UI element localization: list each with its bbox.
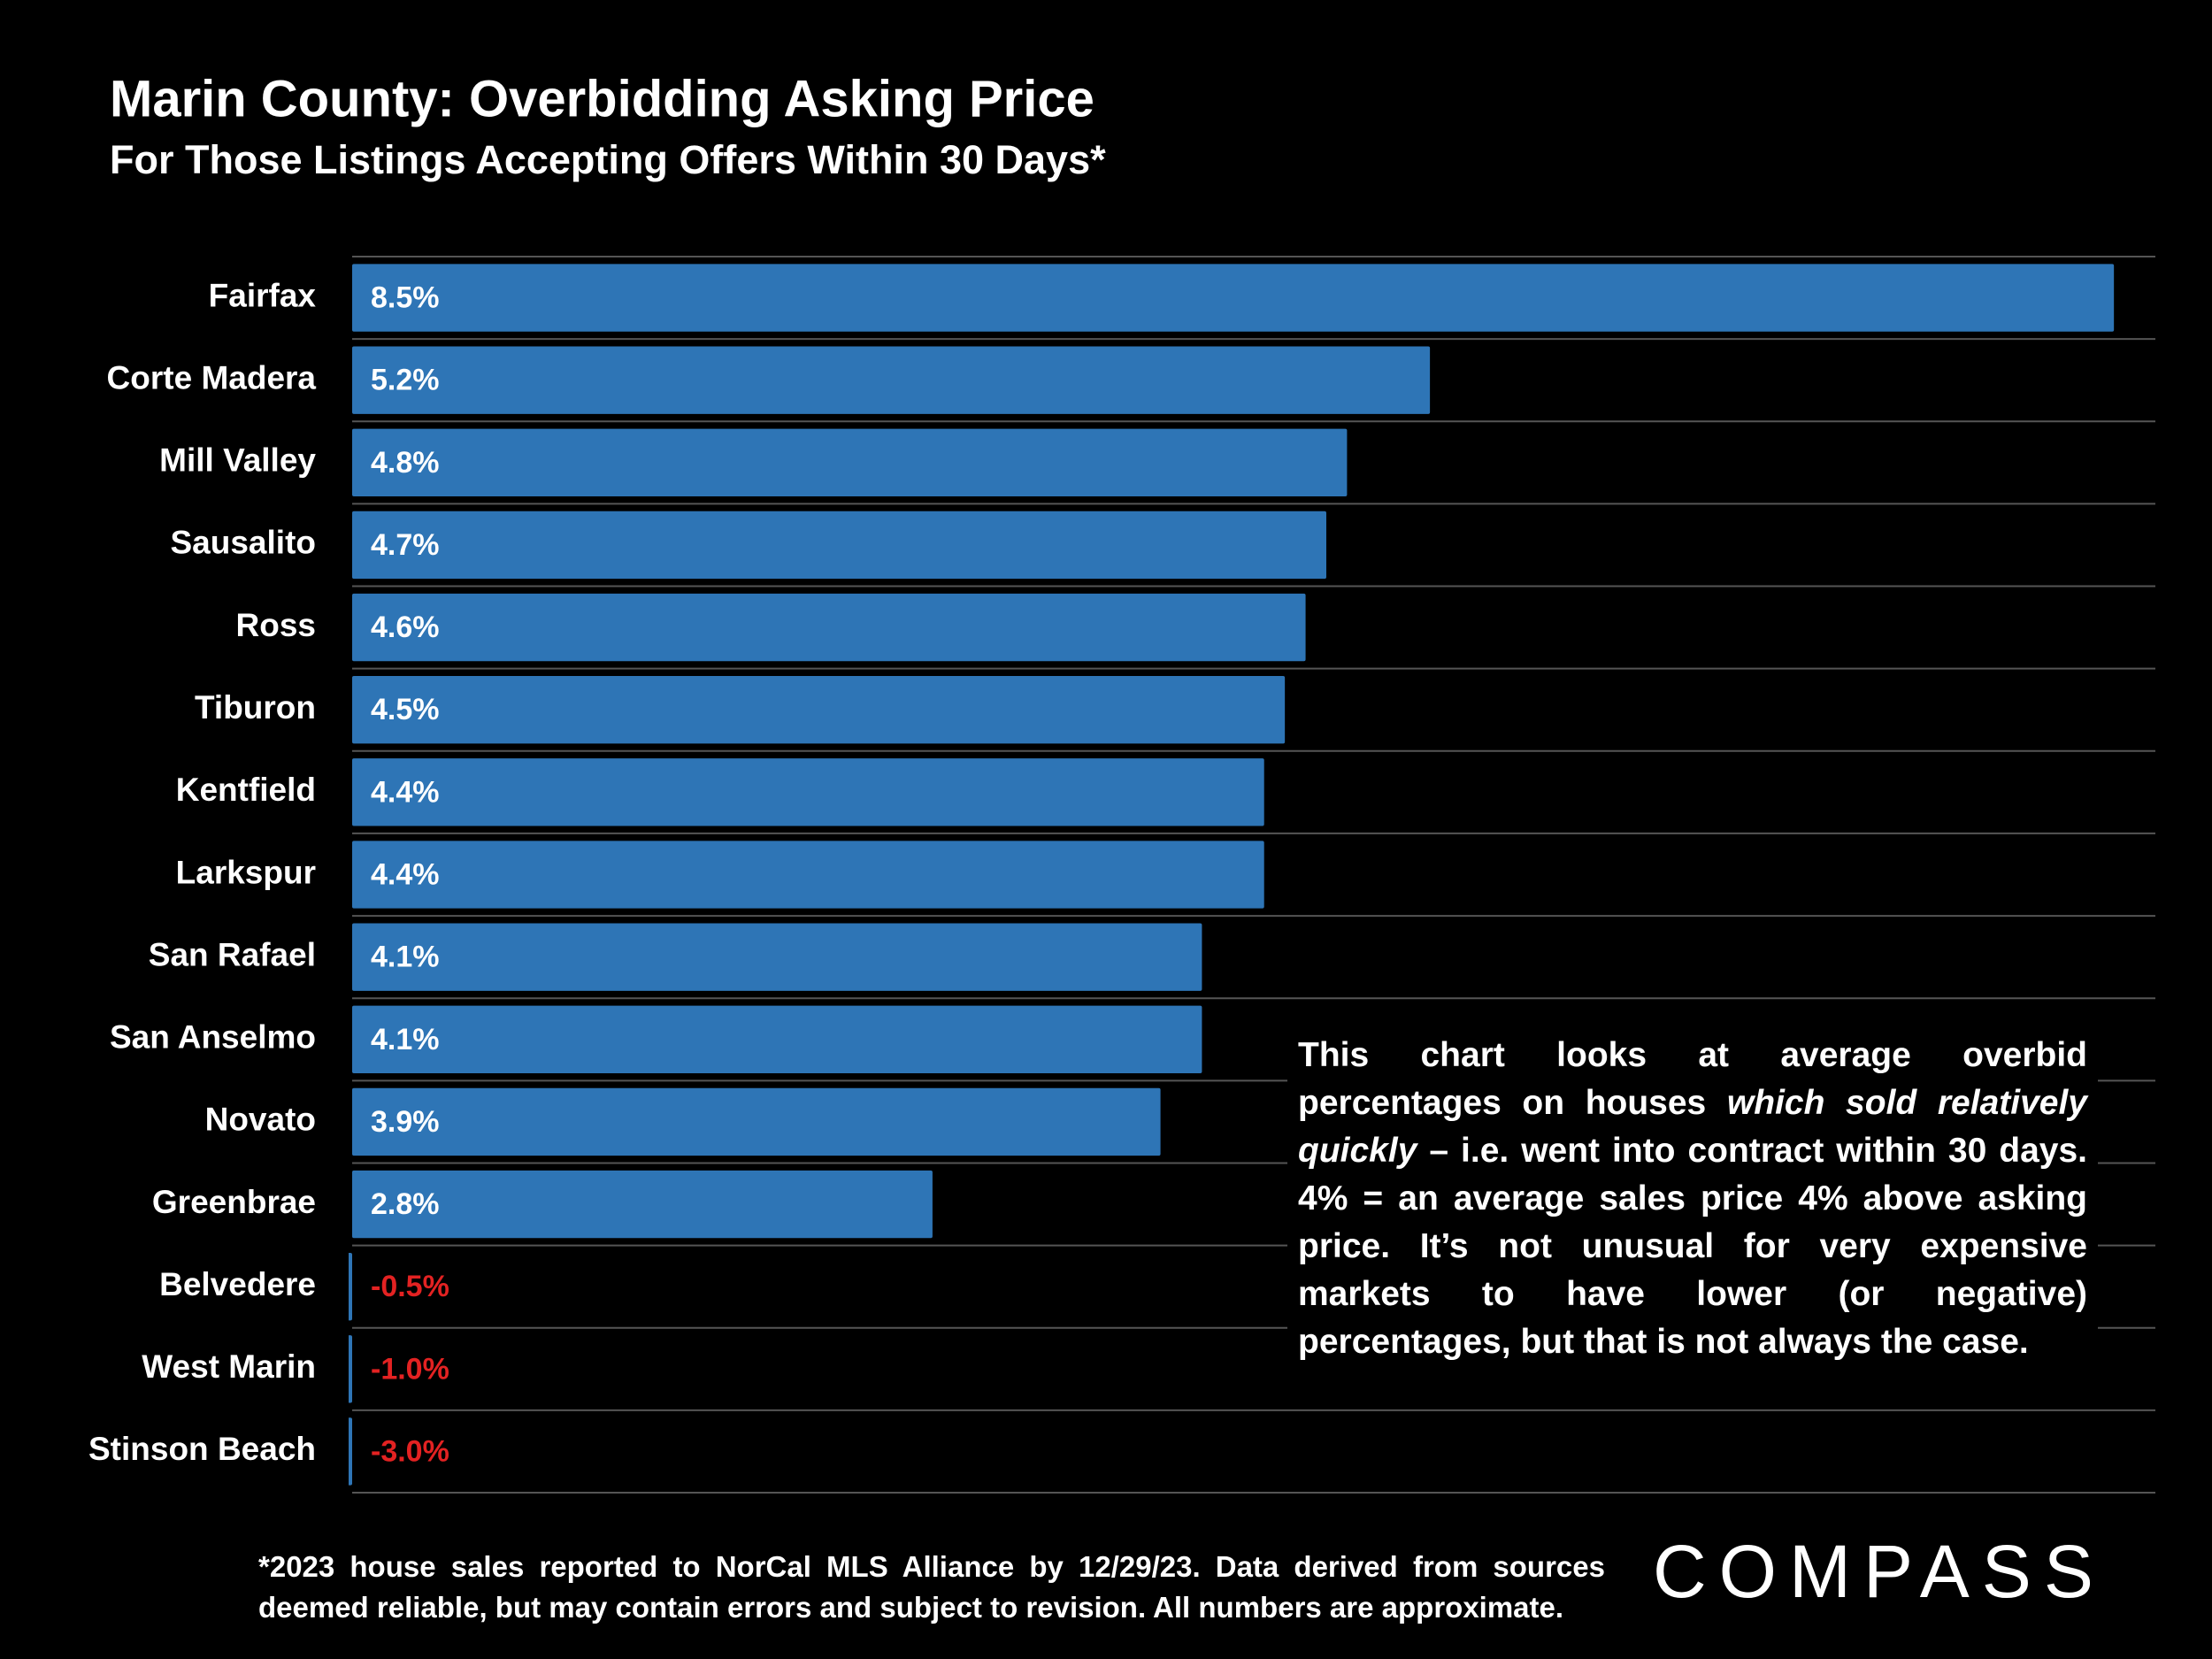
bar <box>352 923 1202 991</box>
bar <box>352 1170 933 1239</box>
y-tick-label: Larkspur <box>176 854 316 890</box>
bar <box>352 264 2115 332</box>
plot-area <box>349 264 2115 1486</box>
bar <box>352 346 1431 414</box>
value-label: 8.5% <box>371 281 440 315</box>
logo: COMPASS <box>1653 1530 2106 1613</box>
value-label: 4.8% <box>371 446 440 480</box>
bar <box>352 676 1286 744</box>
annotation-emphasis: which sold relatively quickly <box>1298 1084 2087 1170</box>
value-label: 5.2% <box>371 364 440 397</box>
value-label: 4.1% <box>371 941 440 974</box>
bar <box>352 428 1348 497</box>
chart-title: Marin County: Overbidding Asking Price <box>110 70 1094 127</box>
y-tick-label: Stinson Beach <box>88 1431 316 1467</box>
y-tick-label: Ross <box>236 607 316 643</box>
y-tick-label: West Marin <box>142 1348 316 1385</box>
y-tick-label: Tiburon <box>195 689 316 726</box>
annotation-text: This chart looks at average overbid perc… <box>1298 1036 2087 1122</box>
bar <box>349 1417 352 1486</box>
bar <box>352 593 1306 662</box>
y-tick-label: Kentfield <box>176 772 316 808</box>
value-label: 4.4% <box>371 775 440 809</box>
y-tick-label: Corte Madera <box>107 359 317 396</box>
chart-subtitle: For Those Listings Accepting Offers With… <box>110 137 1106 182</box>
bar <box>352 511 1326 580</box>
y-tick-label: Sausalito <box>171 525 317 561</box>
value-label: 4.1% <box>371 1023 440 1056</box>
annotation: This chart looks at average overbid perc… <box>1287 1025 2098 1373</box>
value-label: 4.6% <box>371 611 440 644</box>
y-tick-label: Belvedere <box>159 1266 316 1302</box>
bar <box>352 758 1264 826</box>
value-label: 2.8% <box>371 1187 440 1221</box>
value-label: -3.0% <box>371 1434 449 1468</box>
y-tick-label: Greenbrae <box>152 1184 316 1220</box>
bar <box>352 1005 1202 1073</box>
bar <box>349 1252 352 1321</box>
bar <box>349 1335 352 1403</box>
y-tick-label: Fairfax <box>209 277 317 313</box>
y-tick-label: San Rafael <box>149 936 316 972</box>
y-tick-label: Novato <box>205 1102 316 1138</box>
value-label: -1.0% <box>371 1352 449 1386</box>
annotation-text: – i.e. went into contract within 30 days… <box>1298 1132 2087 1361</box>
value-label: 3.9% <box>371 1105 440 1139</box>
y-tick-label: San Anselmo <box>110 1019 316 1056</box>
value-label: -0.5% <box>371 1270 449 1303</box>
value-label: 4.7% <box>371 528 440 562</box>
value-label: 4.5% <box>371 693 440 726</box>
value-label: 4.4% <box>371 857 440 891</box>
bar <box>352 1087 1161 1156</box>
y-tick-label: Mill Valley <box>159 442 316 479</box>
footnote: *2023 house sales reported to NorCal MLS… <box>258 1550 1605 1624</box>
bar <box>352 841 1264 909</box>
